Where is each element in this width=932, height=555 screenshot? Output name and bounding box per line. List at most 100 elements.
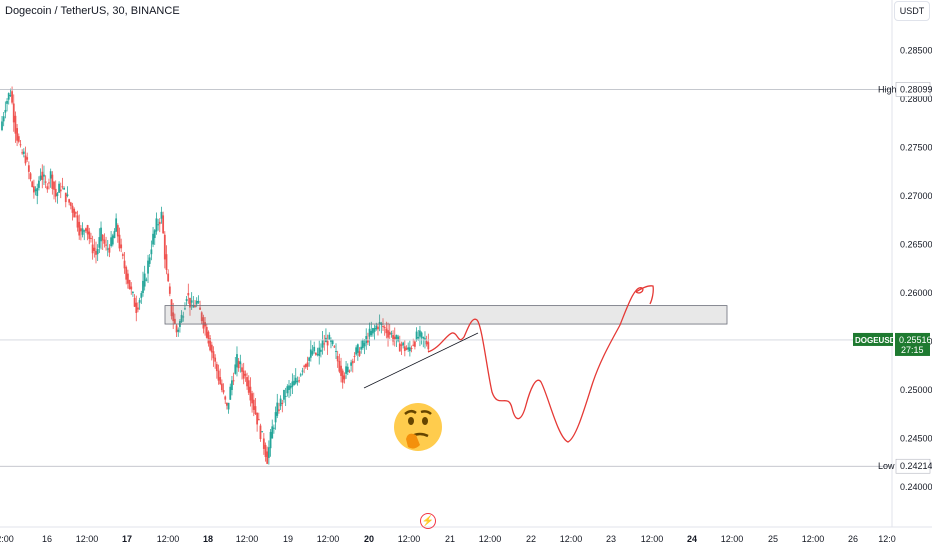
price-tick-label: 0.27500 <box>900 143 932 153</box>
price-tick-label: 0.27000 <box>900 191 932 201</box>
candle-body <box>264 444 267 457</box>
candle-body <box>163 234 166 260</box>
candle-body <box>283 389 285 400</box>
candle-body <box>170 299 173 317</box>
candle-body <box>38 180 40 188</box>
candle-body <box>93 247 96 251</box>
candle-body <box>353 356 356 358</box>
time-tick-label: 12:00 <box>398 534 421 544</box>
candle-body <box>306 362 309 367</box>
candle-body <box>43 174 45 177</box>
candle-body <box>133 297 136 307</box>
candle-body <box>88 231 91 239</box>
candle-body <box>274 412 277 423</box>
candle-body <box>184 308 186 310</box>
candle-body <box>303 365 306 367</box>
candle-body <box>56 193 59 196</box>
low-label: Low <box>878 461 895 471</box>
lightning-icon[interactable]: ⚡ <box>420 513 436 529</box>
candle-body <box>195 300 198 305</box>
candle-body <box>182 316 185 318</box>
candle-body <box>135 302 138 313</box>
candle-body <box>63 187 66 190</box>
time-tick-label: 25 <box>768 534 778 544</box>
candle-body <box>256 412 259 425</box>
candle-body <box>115 218 118 232</box>
candle-body <box>318 347 321 357</box>
candle-body <box>187 293 190 296</box>
candle-body <box>229 386 232 400</box>
candle-body <box>397 336 400 342</box>
candle-body <box>168 286 171 294</box>
candle-body <box>215 364 218 372</box>
candle-body <box>239 361 242 365</box>
candle-body <box>373 328 376 332</box>
candle-body <box>95 250 97 255</box>
candle-body <box>207 331 210 344</box>
projection-path <box>427 285 654 443</box>
time-tick-label: 12:00 <box>721 534 744 544</box>
candle-body <box>232 380 235 382</box>
time-tick-label: 18 <box>203 534 213 544</box>
candle-body <box>408 347 411 352</box>
candle-body <box>12 103 15 123</box>
candle-body <box>48 182 50 184</box>
time-tick-label: 12:00 <box>802 534 825 544</box>
candle-body <box>266 451 269 464</box>
candle-body <box>126 273 129 284</box>
candle-body <box>212 351 215 359</box>
thinking-face-icon <box>394 403 442 451</box>
candle-body <box>34 189 37 192</box>
candle-body <box>202 317 205 329</box>
candle-body <box>398 343 401 352</box>
candle-body <box>299 374 302 376</box>
currency-button[interactable]: USDT <box>894 1 930 21</box>
candle-body <box>278 409 280 411</box>
candle-body <box>382 325 384 327</box>
candle-body <box>331 340 334 345</box>
candle-body <box>387 330 389 338</box>
candle-body <box>120 244 123 249</box>
candle-body <box>346 366 349 373</box>
candle-body <box>326 340 329 346</box>
candle-body <box>6 100 8 104</box>
candle-body <box>39 175 42 180</box>
time-tick-label: 17 <box>122 534 132 544</box>
candle-body <box>148 257 151 264</box>
candle-body <box>73 208 76 218</box>
candle-body <box>36 187 39 196</box>
candle-body <box>106 248 109 250</box>
candle-body <box>4 109 7 113</box>
candle-body <box>41 171 44 180</box>
candle-body <box>383 326 386 328</box>
price-tick-label: 0.25000 <box>900 385 932 395</box>
candle-body <box>29 173 32 180</box>
price-tick-label: 0.24500 <box>900 434 932 444</box>
candle-body <box>273 427 275 429</box>
candle-body <box>158 221 161 225</box>
current-price-box <box>895 332 930 356</box>
candle-body <box>192 304 195 308</box>
time-tick-label: 26 <box>848 534 858 544</box>
candle-body <box>242 370 245 379</box>
candle-body <box>372 328 374 334</box>
candle-body <box>49 171 52 179</box>
candle-body <box>46 186 49 190</box>
candle-body <box>252 399 255 410</box>
candle-body <box>61 186 64 188</box>
candle-body <box>76 215 79 228</box>
time-tick-label: 12:00 <box>236 534 259 544</box>
chart-title: Dogecoin / TetherUS, 30, BINANCE <box>5 5 180 17</box>
candle-body <box>51 174 54 189</box>
time-tick-label: 12:00 <box>560 534 583 544</box>
candle-body <box>145 279 148 281</box>
candle-body <box>2 116 5 122</box>
price-tick-label: 0.24000 <box>900 482 932 492</box>
candles-layer <box>1 86 430 465</box>
candle-body <box>98 237 101 248</box>
candle-body <box>410 347 413 349</box>
candle-body <box>157 224 159 226</box>
